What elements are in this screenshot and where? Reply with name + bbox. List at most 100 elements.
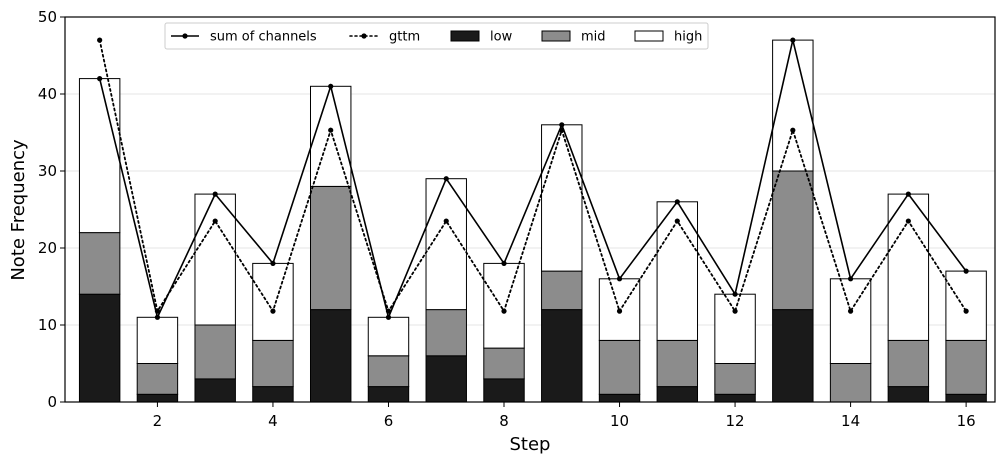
point-sum-of-channels [732, 291, 738, 297]
bar-high [367, 316, 410, 357]
point-gttm [212, 218, 218, 224]
point-gttm [501, 308, 507, 314]
stacked-bars [78, 39, 987, 403]
x-tick-label: 16 [957, 412, 976, 430]
point-sum-of-channels [443, 176, 449, 182]
bar-mid [483, 347, 525, 380]
plot-frame [64, 16, 996, 403]
point-sum-of-channels [97, 76, 103, 82]
bar-low [309, 309, 352, 403]
bar-high [78, 78, 121, 234]
bar-high [714, 293, 756, 365]
bar-low [483, 378, 525, 403]
line-gttm [98, 39, 968, 314]
bar-mid [598, 339, 641, 395]
bar-low [194, 378, 236, 403]
legend-label-sum-of-channels: sum of channels [210, 30, 317, 45]
bar-mid [772, 170, 814, 311]
bar-high [541, 124, 583, 272]
point-gttm [270, 308, 276, 314]
bar-mid [829, 363, 872, 403]
legend: sum of channels gttm low mid high [164, 22, 709, 50]
bar-high [194, 193, 236, 326]
legend-label-low: low [490, 30, 513, 45]
bar-mid [541, 270, 583, 311]
x-tick-label: 4 [268, 412, 278, 430]
bar-high [309, 85, 352, 187]
point-gttm [905, 218, 911, 224]
point-gttm [559, 127, 565, 133]
bar-mid [887, 339, 930, 388]
point-sum-of-channels [905, 191, 911, 197]
bar-high [136, 316, 179, 364]
legend-swatch-high [634, 30, 664, 42]
bar-mid [714, 363, 756, 395]
point-gttm [443, 218, 449, 224]
point-gttm [732, 308, 738, 314]
legend-box [164, 22, 709, 50]
y-axis-title: Note Frequency [8, 139, 29, 281]
point-sum-of-channels [963, 268, 969, 274]
legend-marker-gttm [361, 33, 367, 39]
point-gttm [790, 127, 796, 133]
point-gttm [154, 308, 161, 314]
bar-low [252, 386, 294, 403]
point-gttm [616, 308, 623, 314]
bar-low [945, 393, 987, 403]
point-sum-of-channels [616, 276, 623, 282]
point-gttm [97, 37, 103, 43]
point-gttm [963, 308, 969, 314]
point-gttm [674, 218, 680, 224]
point-sum-of-channels [559, 122, 565, 128]
line-series [97, 37, 969, 320]
bar-mid [78, 232, 121, 295]
bar-high [945, 270, 987, 341]
point-sum-of-channels [212, 191, 218, 197]
bar-mid [656, 339, 699, 388]
x-tick-label: 10 [610, 412, 629, 430]
bar-low [136, 393, 179, 403]
point-gttm [328, 127, 334, 133]
y-tick-label: 40 [38, 85, 57, 103]
line-sum-of-channels [98, 39, 967, 320]
y-tick-label: 20 [38, 239, 57, 257]
bar-mid [252, 339, 294, 388]
bar-high [772, 39, 814, 172]
x-axis-title: Step [510, 434, 551, 455]
point-sum-of-channels [270, 260, 276, 266]
bar-low [541, 309, 583, 403]
point-gttm [847, 308, 854, 314]
legend-marker-sum-of-channels [182, 33, 188, 39]
point-sum-of-channels [674, 199, 680, 205]
bar-low [772, 309, 814, 403]
x-tick-label: 6 [384, 412, 394, 430]
x-tick-label: 2 [153, 412, 163, 430]
legend-label-mid: mid [581, 30, 606, 45]
bar-low [425, 355, 467, 403]
y-tick-label: 0 [47, 393, 57, 411]
point-sum-of-channels [501, 260, 507, 266]
bar-low [367, 386, 410, 403]
bar-high [252, 262, 294, 341]
bar-low [656, 386, 699, 403]
bar-low [714, 393, 756, 403]
x-tick-label: 8 [499, 412, 509, 430]
legend-label-high: high [674, 30, 702, 45]
point-sum-of-channels [328, 83, 334, 89]
bar-high [829, 278, 872, 364]
point-sum-of-channels [847, 276, 854, 282]
bar-low [78, 293, 121, 403]
bar-mid [136, 363, 179, 395]
bar-mid [945, 339, 987, 395]
y-tick-label: 10 [38, 316, 57, 334]
y-tick-label: 50 [38, 8, 57, 26]
point-gttm [385, 308, 392, 314]
bar-high [656, 201, 699, 341]
x-tick-label: 14 [841, 412, 860, 430]
legend-label-gttm: gttm [389, 30, 420, 45]
x-tick-label: 12 [726, 412, 745, 430]
legend-swatch-low [450, 30, 480, 42]
bar-mid [194, 324, 236, 380]
point-sum-of-channels [385, 314, 392, 320]
